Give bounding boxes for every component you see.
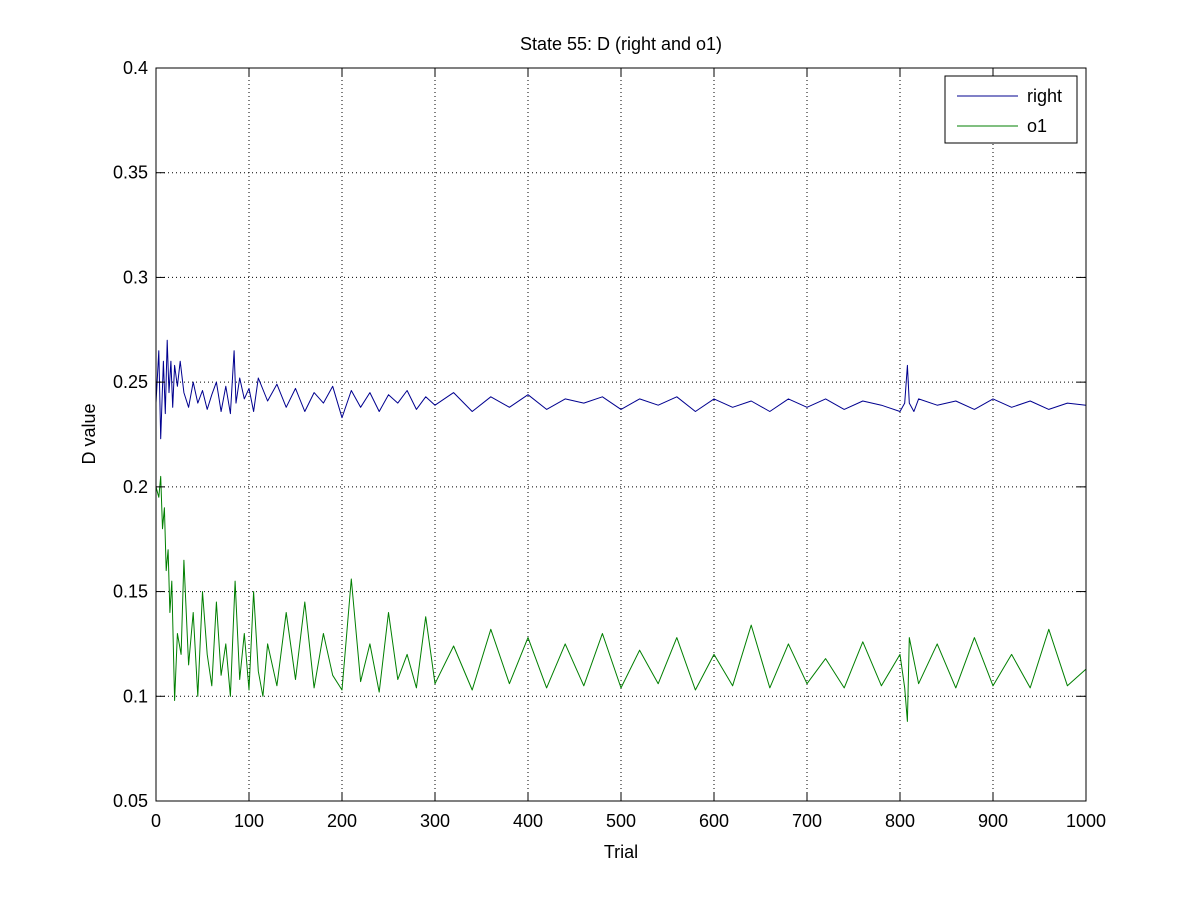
y-tick-label: 0.15 [113,582,148,602]
grid-lines [156,68,1086,801]
x-tick-label: 800 [885,811,915,831]
x-tick-labels: 0 100 200 300 400 500 600 700 800 900 1000 [151,811,1106,831]
x-axis-label: Trial [604,842,638,862]
series-line-o1 [155,475,1087,722]
y-tick-label: 0.3 [123,267,148,287]
y-tick-label: 0.2 [123,477,148,497]
chart-title: State 55: D (right and o1) [520,34,722,54]
legend-label-o1: o1 [1027,116,1047,136]
x-tick-label: 1000 [1066,811,1106,831]
legend-box [944,75,1078,144]
y-tick-label: 0.1 [123,686,148,706]
x-tick-label: 400 [513,811,543,831]
series-line-right [155,339,1087,440]
y-axis-label: D value [79,403,99,464]
y-tick-label: 0.4 [123,58,148,78]
x-tick-label: 0 [151,811,161,831]
x-tick-label: 900 [978,811,1008,831]
x-tick-label: 500 [606,811,636,831]
y-tick-labels: 0.05 0.1 0.15 0.2 0.25 0.3 0.35 0.4 [113,58,148,811]
plot-area [156,68,1086,801]
x-tick-label: 100 [234,811,264,831]
series-layer [155,339,1087,722]
legend-label-right: right [1027,86,1062,106]
x-tick-label: 600 [699,811,729,831]
y-tick-label: 0.35 [113,163,148,183]
x-tick-label: 300 [420,811,450,831]
legend: right o1 [944,75,1078,144]
tick-marks [155,67,1087,802]
y-tick-label: 0.25 [113,372,148,392]
x-tick-label: 200 [327,811,357,831]
x-tick-label: 700 [792,811,822,831]
y-tick-label: 0.05 [113,791,148,811]
